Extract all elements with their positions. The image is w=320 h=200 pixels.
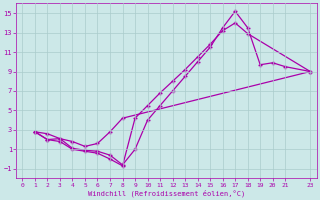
X-axis label: Windchill (Refroidissement éolien,°C): Windchill (Refroidissement éolien,°C): [88, 189, 245, 197]
